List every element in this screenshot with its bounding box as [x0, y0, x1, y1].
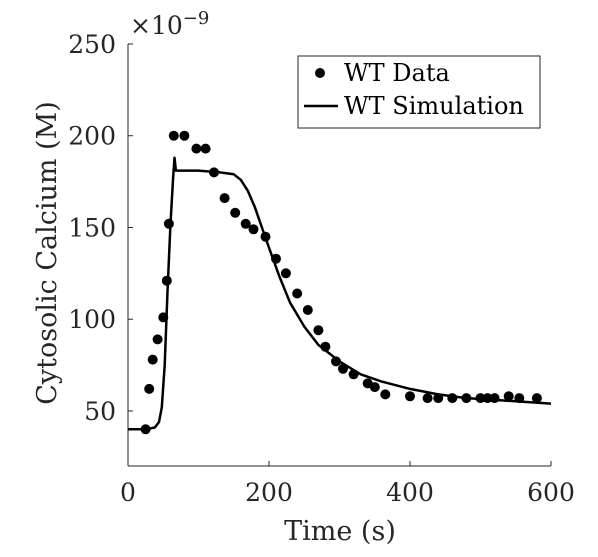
data-point-wt-data — [140, 424, 151, 435]
x-axis-label: Time (s) — [284, 516, 396, 547]
data-point-wt-data — [320, 341, 331, 352]
y-tick-label: 200 — [68, 122, 116, 151]
legend-box — [297, 55, 541, 129]
data-point-wt-data — [161, 275, 172, 286]
y-scale-base: ×10 — [130, 11, 183, 40]
data-point-wt-data — [163, 218, 174, 229]
data-point-wt-data — [422, 393, 433, 404]
data-point-wt-data — [447, 393, 458, 404]
data-point-wt-data — [200, 143, 211, 154]
data-point-wt-data — [260, 231, 271, 242]
y-tick-label: 150 — [68, 213, 116, 242]
legend-label-wt-data: WT Data — [344, 59, 450, 87]
data-marks — [128, 130, 552, 435]
legend-label-wt-simulation: WT Simulation — [344, 92, 524, 120]
data-point-wt-data — [380, 389, 391, 400]
data-point-wt-data — [209, 167, 219, 178]
data-point-wt-data — [475, 393, 486, 404]
data-point-wt-data — [191, 143, 202, 154]
series-line-wt-simulation — [128, 156, 552, 431]
y-scale-exponent-label: ×10−9 — [130, 8, 209, 40]
data-point-wt-data — [514, 393, 525, 404]
y-tick-label: 250 — [68, 30, 116, 59]
data-point-wt-data — [313, 325, 324, 336]
data-point-wt-data — [271, 253, 281, 264]
data-point-wt-data — [230, 207, 241, 218]
y-axis-label: Cytosolic Calcium (M) — [32, 101, 63, 405]
data-point-wt-data — [292, 288, 303, 299]
x-tick-label: 200 — [245, 478, 293, 507]
data-point-wt-data — [331, 356, 341, 367]
data-point-wt-data — [144, 383, 155, 394]
data-point-wt-data — [240, 218, 251, 229]
data-point-wt-data — [168, 130, 179, 141]
data-point-wt-data — [147, 354, 158, 365]
data-point-wt-data — [348, 369, 359, 380]
data-point-wt-data — [482, 393, 493, 404]
data-point-wt-data — [531, 393, 542, 404]
y-scale-exponent: −9 — [183, 8, 210, 29]
x-tick-label: 0 — [120, 478, 136, 507]
data-point-wt-data — [405, 391, 415, 402]
data-point-wt-data — [152, 334, 163, 345]
y-tick-label: 50 — [84, 397, 116, 426]
axes: 0 200 400 600 50 100 150 200 250 — [68, 30, 575, 507]
data-point-wt-data — [489, 393, 500, 404]
data-point-wt-data — [248, 224, 259, 235]
data-point-wt-data — [302, 305, 313, 315]
data-point-wt-data — [280, 268, 291, 279]
data-point-wt-data — [219, 193, 230, 204]
data-point-wt-data — [158, 312, 169, 323]
data-point-wt-data — [461, 393, 472, 404]
y-tick-label: 100 — [68, 305, 116, 334]
x-tick-label: 600 — [527, 478, 575, 507]
x-tick-label: 400 — [386, 478, 434, 507]
data-point-wt-data — [179, 130, 190, 141]
data-point-wt-data — [433, 393, 444, 404]
legend-marker-wt-data — [315, 68, 325, 78]
data-point-wt-data — [369, 382, 380, 393]
legend: WT Data WT Simulation — [297, 55, 541, 129]
data-point-wt-data — [503, 391, 514, 402]
data-point-wt-data — [338, 363, 348, 374]
